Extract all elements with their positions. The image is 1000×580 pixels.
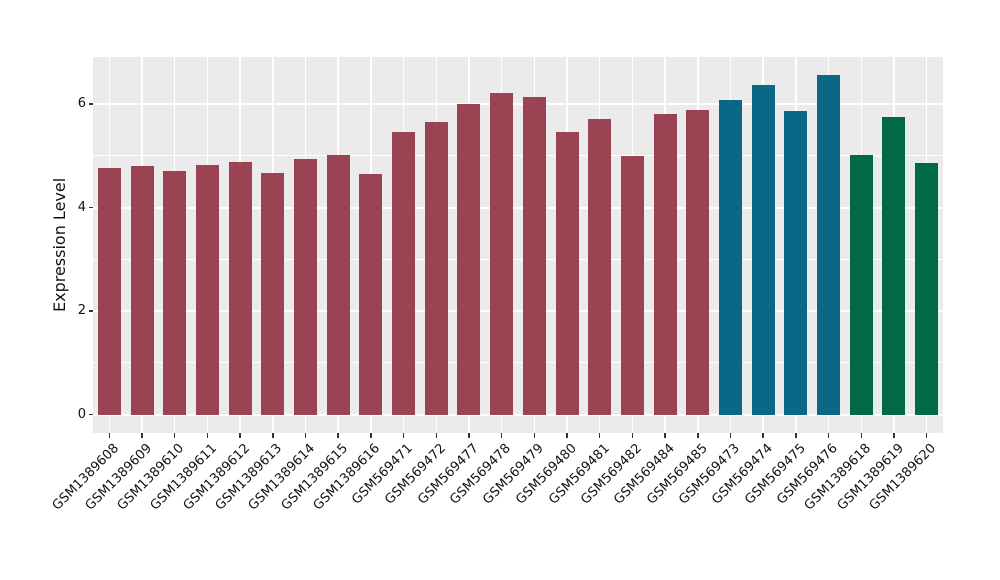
bar <box>359 173 383 415</box>
y-tick-label: 4 <box>77 199 86 215</box>
bar <box>817 74 841 415</box>
h-gridline-major <box>93 310 943 313</box>
bar <box>555 132 579 415</box>
x-tick-mark <box>925 433 928 438</box>
x-tick-mark <box>304 433 307 438</box>
bar <box>457 104 481 415</box>
h-gridline-major <box>93 413 943 416</box>
x-tick-mark <box>141 433 143 438</box>
x-tick-mark <box>435 433 438 438</box>
bar <box>228 162 252 415</box>
h-gridline-minor <box>93 258 943 260</box>
bar <box>424 121 448 415</box>
bar <box>882 116 906 415</box>
bar <box>392 131 416 415</box>
h-gridline-major <box>93 103 943 106</box>
x-tick-mark <box>370 433 372 438</box>
y-tick-label: 0 <box>77 406 86 422</box>
bar <box>294 158 317 415</box>
x-tick-mark <box>631 433 634 438</box>
y-tick-mark <box>88 206 93 209</box>
bar <box>490 93 514 415</box>
y-tick-mark <box>88 310 93 312</box>
bar <box>686 109 710 415</box>
bar <box>195 165 219 415</box>
x-tick-mark <box>566 433 568 438</box>
x-tick-mark <box>206 433 209 438</box>
bar <box>261 173 285 415</box>
x-tick-mark <box>108 433 111 438</box>
bar <box>326 155 350 415</box>
y-tick-mark <box>88 103 93 105</box>
x-tick-mark <box>402 433 405 438</box>
x-tick-mark <box>664 433 666 438</box>
plot-panel <box>93 57 943 433</box>
x-tick-mark <box>239 433 241 438</box>
bar <box>653 113 677 415</box>
y-tick-label: 2 <box>77 303 86 319</box>
x-tick-mark <box>795 433 797 438</box>
bar <box>588 119 612 415</box>
x-tick-mark <box>827 433 830 438</box>
x-tick-mark <box>173 433 176 438</box>
x-tick-mark <box>533 433 536 438</box>
x-tick-mark <box>500 433 503 438</box>
x-tick-mark <box>697 433 699 438</box>
bar <box>915 162 939 415</box>
h-gridline-minor <box>93 362 943 364</box>
h-gridline-major <box>93 206 943 209</box>
bar <box>163 170 187 415</box>
y-tick-label: 6 <box>77 96 86 112</box>
h-gridline-minor <box>93 155 943 157</box>
x-tick-mark <box>272 433 274 438</box>
x-tick-mark <box>893 433 895 438</box>
bar <box>849 154 873 415</box>
x-tick-mark <box>598 433 601 438</box>
bar <box>719 100 742 415</box>
bar <box>620 156 644 415</box>
x-tick-mark <box>337 433 339 438</box>
bar <box>97 167 121 415</box>
x-tick-mark <box>762 433 764 438</box>
x-tick-mark <box>468 433 470 438</box>
x-tick-mark <box>729 433 732 438</box>
bar <box>130 166 154 415</box>
bar <box>784 110 808 415</box>
bar <box>751 84 775 415</box>
x-tick-mark <box>860 433 863 438</box>
y-tick-mark <box>88 413 93 416</box>
bar <box>522 97 546 415</box>
